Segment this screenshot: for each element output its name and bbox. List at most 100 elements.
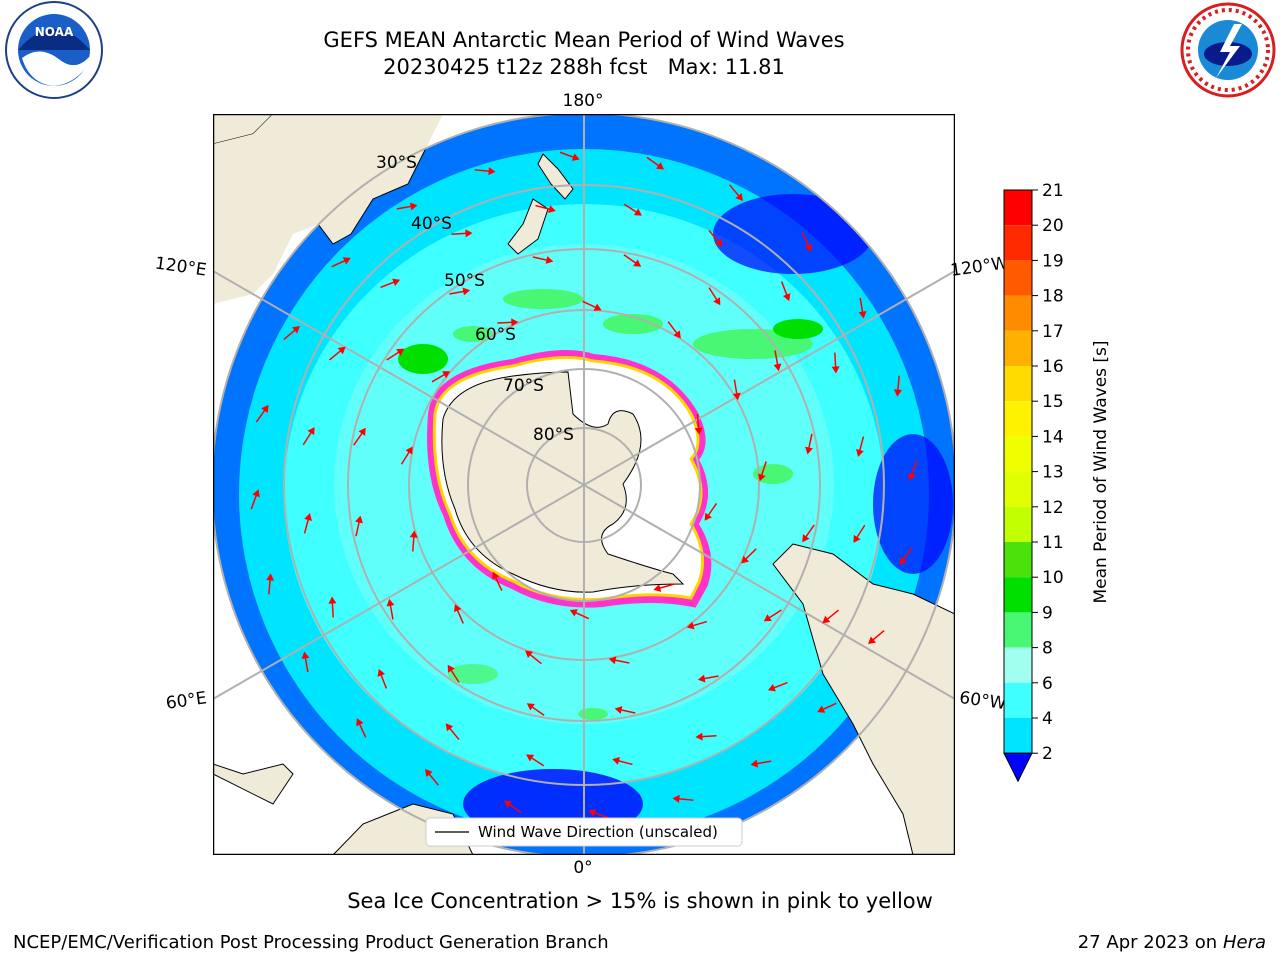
wind-arrow-head — [633, 259, 642, 267]
colorbar-segment — [1004, 506, 1032, 542]
lon-label-120e: 120°E — [154, 254, 208, 281]
colorbar-tick-label: 19 — [1042, 251, 1064, 271]
credit-left: NCEP/EMC/Verification Post Processing Pr… — [13, 932, 609, 953]
wind-arrow-head — [356, 718, 364, 727]
wind-arrow-head — [392, 278, 401, 287]
wind-arrow-head — [694, 427, 703, 435]
wind-arrow-head — [588, 809, 597, 817]
sea-ice-note-text: Sea Ice Concentration > 15% is shown in … — [347, 889, 933, 913]
colorbar-segment — [1004, 366, 1032, 402]
lat-label-40s: 40°S — [411, 214, 452, 234]
colorbar-tick-label: 13 — [1042, 463, 1064, 483]
wind-arrow-head — [697, 674, 706, 683]
wind-arrow-head — [355, 515, 363, 524]
wind-arrow-head — [545, 256, 554, 264]
colorbar-segment — [1004, 260, 1032, 296]
colorbar-tick-label: 8 — [1042, 639, 1053, 659]
colorbar-segment — [1004, 718, 1032, 754]
colorbar-segment — [1004, 330, 1032, 366]
wind-arrow-head — [526, 703, 535, 711]
colorbar-segment — [1004, 682, 1032, 718]
wind-arrow-head — [773, 363, 782, 372]
wind-arrow-head — [763, 614, 772, 622]
wind-arrow-head — [608, 656, 617, 665]
chart-title: GEFS MEAN Antarctic Mean Period of Wind … — [323, 28, 845, 52]
colorbar-tick-label: 11 — [1042, 533, 1064, 553]
colorbar-tick-label: 12 — [1042, 498, 1064, 518]
colorbar-tick-label: 17 — [1042, 322, 1064, 342]
lat-label-80s: 80°S — [533, 425, 574, 445]
wind-arrow-head — [548, 205, 556, 213]
wind-arrow-head — [804, 243, 812, 252]
colorbar-label: Mean Period of Wind Waves [s] — [1091, 340, 1111, 603]
wind-arrow-head — [409, 530, 418, 538]
legend-label: Wind Wave Direction (unscaled) — [478, 823, 718, 841]
chart-subtitle: 20230425 t12z 288h fcst Max: 11.81 — [383, 55, 785, 79]
wind-arrow-head — [386, 598, 395, 607]
lat-label-60s: 60°S — [475, 325, 516, 345]
colorbar-tick-label: 14 — [1042, 427, 1064, 447]
wind-arrow-head — [741, 555, 749, 564]
wind-arrow-head — [853, 534, 861, 543]
wind-arrow-head — [704, 512, 712, 521]
wind-arrow-head — [758, 473, 766, 482]
wind-arrow-head — [612, 757, 620, 765]
colorbar-tick-label: 16 — [1042, 357, 1064, 377]
wind-arrow-head — [266, 573, 275, 581]
wind-arrow-head — [307, 427, 315, 436]
nws-logo — [1180, 2, 1276, 98]
wind-arrow-head — [261, 404, 269, 413]
colorbar-segment — [1004, 225, 1032, 261]
lon-label-0: 0° — [573, 858, 592, 878]
credit-date: 27 Apr 2023 on — [1077, 932, 1218, 953]
colorbar-segment — [1004, 190, 1032, 226]
polar-map: 30°S 40°S 50°S 60°S 70°S 80°S Wind Wave … — [213, 114, 955, 855]
wind-arrow-head — [377, 668, 386, 677]
wind-arrow-head — [503, 800, 512, 808]
wind-arrows — [250, 151, 918, 819]
colorbar-tick-label: 21 — [1042, 182, 1064, 201]
wind-arrow-head — [656, 162, 665, 170]
colorbar-tick-label: 2 — [1042, 744, 1053, 764]
colorbar-segment — [1004, 612, 1032, 648]
wind-arrow-head — [396, 348, 405, 356]
wind-arrow-head — [252, 489, 260, 498]
colorbar-tick-label: 9 — [1042, 603, 1053, 623]
wind-arrow-head — [686, 621, 695, 630]
wind-arrow-head — [342, 257, 351, 265]
credit-right: 27 Apr 2023 on Hera — [1078, 932, 1266, 953]
sea-ice-note: Sea Ice Concentration > 15% is shown in … — [0, 889, 1280, 913]
wind-arrow-head — [673, 330, 681, 339]
lon-label-60e: 60°E — [165, 688, 208, 713]
wind-arrow-head — [908, 472, 916, 481]
wind-arrow-head — [653, 584, 662, 592]
colorbar-tick-label: 10 — [1042, 568, 1064, 588]
wind-arrow-head — [328, 596, 337, 604]
wind-arrow-head — [817, 705, 826, 713]
colorbar-segment — [1004, 436, 1032, 472]
wind-arrow-head — [454, 604, 462, 613]
wind-arrow-head — [858, 310, 867, 319]
wind-arrow-head — [633, 208, 642, 216]
wind-arrow-head — [782, 293, 791, 302]
wind-arrow-head — [672, 794, 680, 803]
wind-arrow-head — [424, 769, 433, 777]
wind-arrow-head — [488, 167, 496, 176]
wind-arrow-head — [405, 446, 413, 455]
colorbar: 2 4 6 8 9 10 11 12 13 14 15 16 17 18 19 20 21 Mean Perio… — [1003, 182, 1111, 783]
wind-arrow-head — [447, 664, 455, 673]
map-legend: Wind Wave Direction (unscaled) — [425, 817, 743, 847]
credit-machine: Hera — [1222, 932, 1266, 953]
colorbar-segment — [1004, 577, 1032, 613]
colorbar-tick-label: 18 — [1042, 287, 1064, 307]
wind-arrow-head — [893, 389, 902, 397]
lon-label-180: 180° — [563, 91, 604, 111]
wind-arrow-head — [593, 303, 602, 311]
colorbar-segment — [1004, 471, 1032, 507]
wind-arrow-head — [358, 427, 366, 436]
wind-arrow-head — [301, 651, 310, 660]
lat-label-70s: 70°S — [503, 376, 544, 396]
wind-arrow-head — [337, 346, 346, 355]
wind-arrow-head — [465, 229, 473, 238]
colorbar-segment — [1004, 542, 1032, 578]
